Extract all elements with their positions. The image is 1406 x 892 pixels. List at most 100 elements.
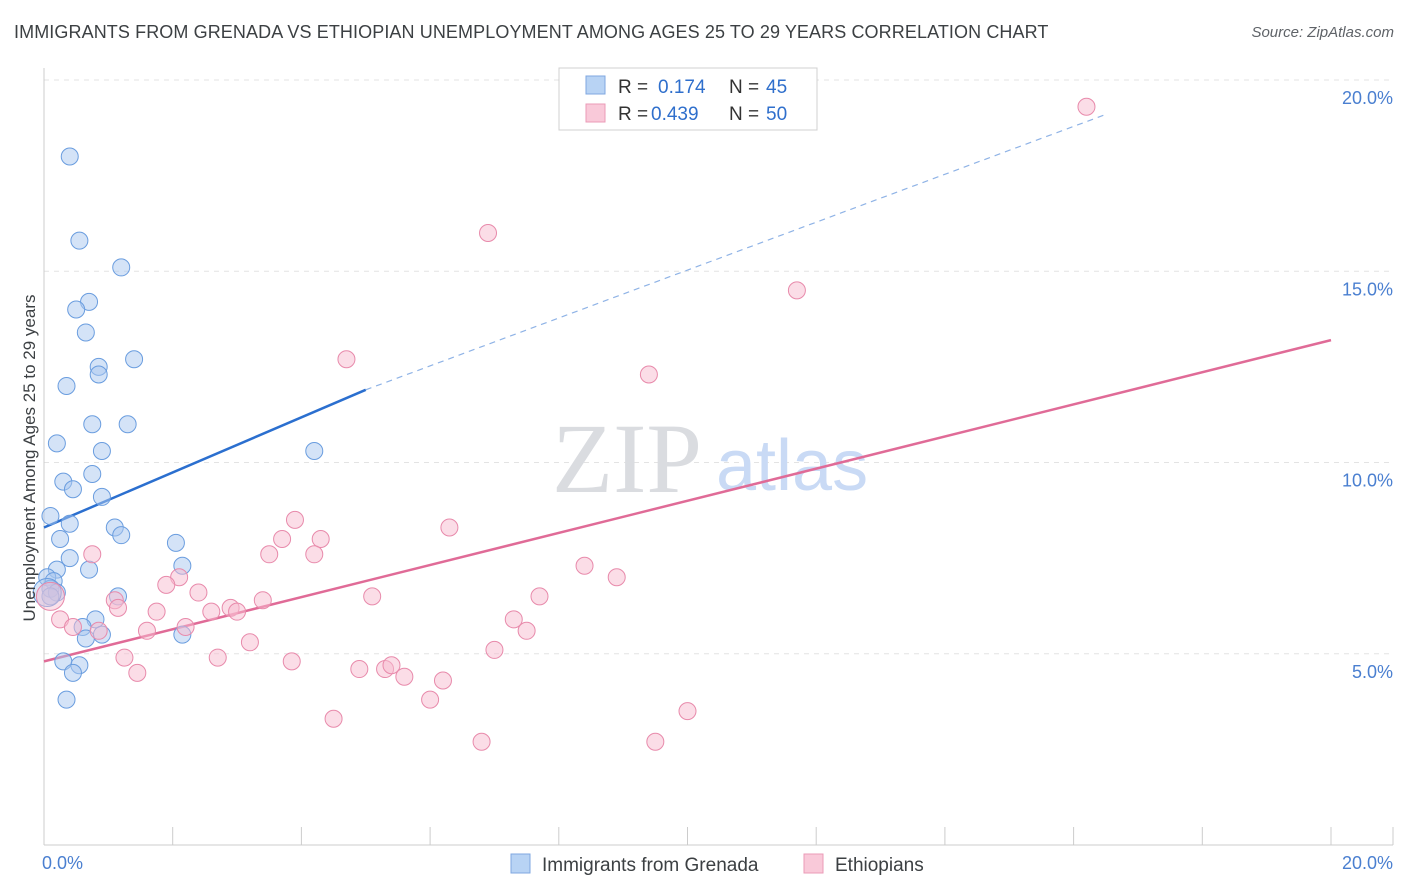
point-ethiopians (305, 545, 324, 564)
point-ethiopians (273, 530, 292, 548)
point-grenada (112, 258, 131, 277)
point-grenada (80, 560, 99, 579)
point-grenada (83, 415, 102, 434)
y-tick-label: 15.0% (1342, 279, 1393, 299)
point-ethiopians (678, 702, 697, 721)
point-grenada (89, 365, 108, 384)
stats-r-label-grenada: R = (618, 77, 648, 98)
y-tick-label: 5.0% (1352, 662, 1393, 682)
point-grenada (57, 690, 76, 709)
legend-swatch-ethiopians (803, 853, 824, 874)
point-ethiopians (35, 581, 65, 611)
point-ethiopians (176, 617, 195, 636)
point-ethiopians (115, 648, 134, 667)
point-ethiopians (479, 224, 498, 242)
point-ethiopians (109, 598, 128, 617)
point-ethiopians (147, 602, 166, 621)
point-ethiopians (63, 617, 82, 636)
stats-n-label-ethiopians: N = (729, 104, 759, 125)
point-grenada (92, 442, 111, 461)
watermark-atlas: atlas (716, 426, 868, 506)
point-ethiopians (382, 656, 401, 675)
point-ethiopians (517, 621, 536, 640)
point-grenada (63, 480, 82, 499)
axes (43, 68, 1394, 846)
point-ethiopians (128, 663, 147, 682)
point-ethiopians (89, 621, 108, 640)
stats-n-label-grenada: N = (729, 77, 759, 98)
point-ethiopians (157, 575, 176, 594)
point-grenada (60, 549, 79, 568)
y-tick-label: 10.0% (1342, 471, 1393, 491)
y-tick-label: 20.0% (1342, 88, 1393, 108)
stats-legend: R = 0.174 N = 45 R = 0.439 N = 50 (558, 67, 818, 131)
watermark: ZIP atlas (552, 403, 868, 514)
trend-lines (43, 113, 1332, 663)
trend-extension-grenada (365, 113, 1106, 391)
point-grenada (83, 464, 102, 483)
chart-title: IMMIGRANTS FROM GRENADA VS ETHIOPIAN UNE… (14, 22, 1049, 42)
stats-n-value-grenada: 45 (766, 77, 787, 98)
point-grenada (60, 514, 79, 533)
legend-label-grenada: Immigrants from Grenada (542, 855, 759, 876)
stats-r-value-ethiopians: 0.439 (651, 104, 699, 125)
point-grenada (57, 377, 76, 395)
point-ethiopians (395, 667, 414, 686)
stats-n-value-ethiopians: 50 (766, 104, 787, 125)
point-grenada (112, 526, 131, 545)
point-ethiopians (530, 587, 549, 606)
x-tick-label: 20.0% (1342, 853, 1393, 873)
point-ethiopians (433, 671, 452, 690)
point-ethiopians (504, 610, 523, 629)
point-ethiopians (646, 732, 665, 751)
data-points (32, 97, 1096, 751)
stats-r-label-ethiopians: R = (618, 104, 648, 125)
point-ethiopians (137, 621, 156, 640)
point-grenada (67, 300, 86, 319)
point-grenada (305, 442, 324, 461)
point-ethiopians (350, 660, 369, 679)
point-ethiopians (324, 709, 343, 728)
point-grenada (70, 231, 89, 250)
chart-source: Source: ZipAtlas.com (1251, 24, 1394, 41)
point-grenada (51, 530, 70, 548)
point-ethiopians (1077, 97, 1096, 116)
point-ethiopians (421, 690, 440, 709)
watermark-zip: ZIP (552, 403, 702, 514)
point-ethiopians (208, 648, 227, 667)
point-grenada (76, 323, 95, 342)
point-ethiopians (189, 583, 208, 602)
point-ethiopians (607, 568, 626, 587)
point-grenada (60, 147, 79, 166)
point-grenada (118, 415, 137, 434)
stats-swatch-grenada (585, 75, 606, 95)
point-ethiopians (311, 530, 330, 548)
point-ethiopians (253, 591, 272, 610)
point-ethiopians (485, 640, 504, 659)
legend-swatch-grenada (510, 853, 531, 874)
y-axis-title: Unemployment Among Ages 25 to 29 years (20, 295, 39, 622)
point-ethiopians (787, 281, 806, 300)
stats-r-value-grenada: 0.174 (658, 77, 706, 98)
point-grenada (41, 587, 60, 606)
point-ethiopians (440, 518, 459, 537)
point-ethiopians (228, 602, 247, 621)
point-grenada (47, 434, 66, 453)
point-ethiopians (83, 545, 102, 564)
point-grenada (63, 663, 82, 682)
point-grenada (125, 350, 144, 369)
point-ethiopians (260, 545, 279, 564)
point-ethiopians (472, 732, 491, 751)
gridlines (44, 79, 1393, 655)
point-grenada (32, 578, 62, 608)
point-ethiopians (240, 633, 259, 652)
point-ethiopians (575, 556, 594, 575)
point-grenada (41, 507, 60, 526)
stats-swatch-ethiopians (585, 103, 606, 123)
point-ethiopians (337, 350, 356, 369)
point-ethiopians (363, 587, 382, 606)
point-ethiopians (285, 510, 304, 529)
tick-labels: 5.0% 10.0% 15.0% 20.0% 0.0% 20.0% (42, 88, 1393, 873)
point-ethiopians (202, 602, 221, 621)
